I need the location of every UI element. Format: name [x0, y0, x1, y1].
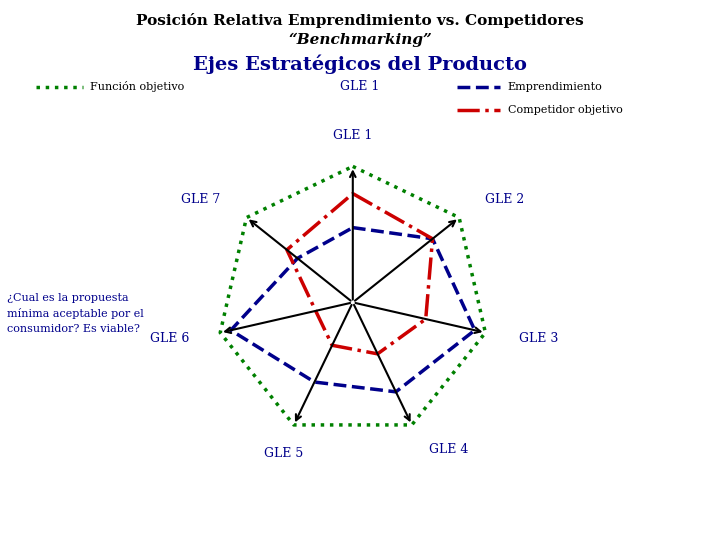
Text: Centro de Iniciativas Emprendedoras CIE: Centro de Iniciativas Emprendedoras CIE: [228, 518, 492, 532]
Text: Ejes Estratégicos del Producto: Ejes Estratégicos del Producto: [193, 54, 527, 73]
Text: GLE 3: GLE 3: [519, 332, 558, 345]
Text: GLE 5: GLE 5: [264, 447, 303, 460]
Text: GLE 1: GLE 1: [333, 129, 372, 142]
Text: ¿Cual es la propuesta
mínima aceptable por el
consumidor? Es viable?: ¿Cual es la propuesta mínima aceptable p…: [7, 293, 144, 334]
Text: “Benchmarking”: “Benchmarking”: [288, 32, 432, 46]
Text: GLE 2: GLE 2: [485, 193, 524, 206]
Text: GLE 1: GLE 1: [341, 80, 379, 93]
Text: Emprendimiento: Emprendimiento: [508, 82, 603, 92]
Text: GLE 6: GLE 6: [150, 332, 189, 345]
Text: GLE 4: GLE 4: [429, 443, 469, 456]
Text: Competidor objetivo: Competidor objetivo: [508, 105, 622, 116]
Text: Posición Relativa Emprendimiento vs. Competidores: Posición Relativa Emprendimiento vs. Com…: [136, 14, 584, 29]
Text: GLE 7: GLE 7: [181, 193, 220, 206]
Text: Función objetivo: Función objetivo: [90, 81, 184, 92]
